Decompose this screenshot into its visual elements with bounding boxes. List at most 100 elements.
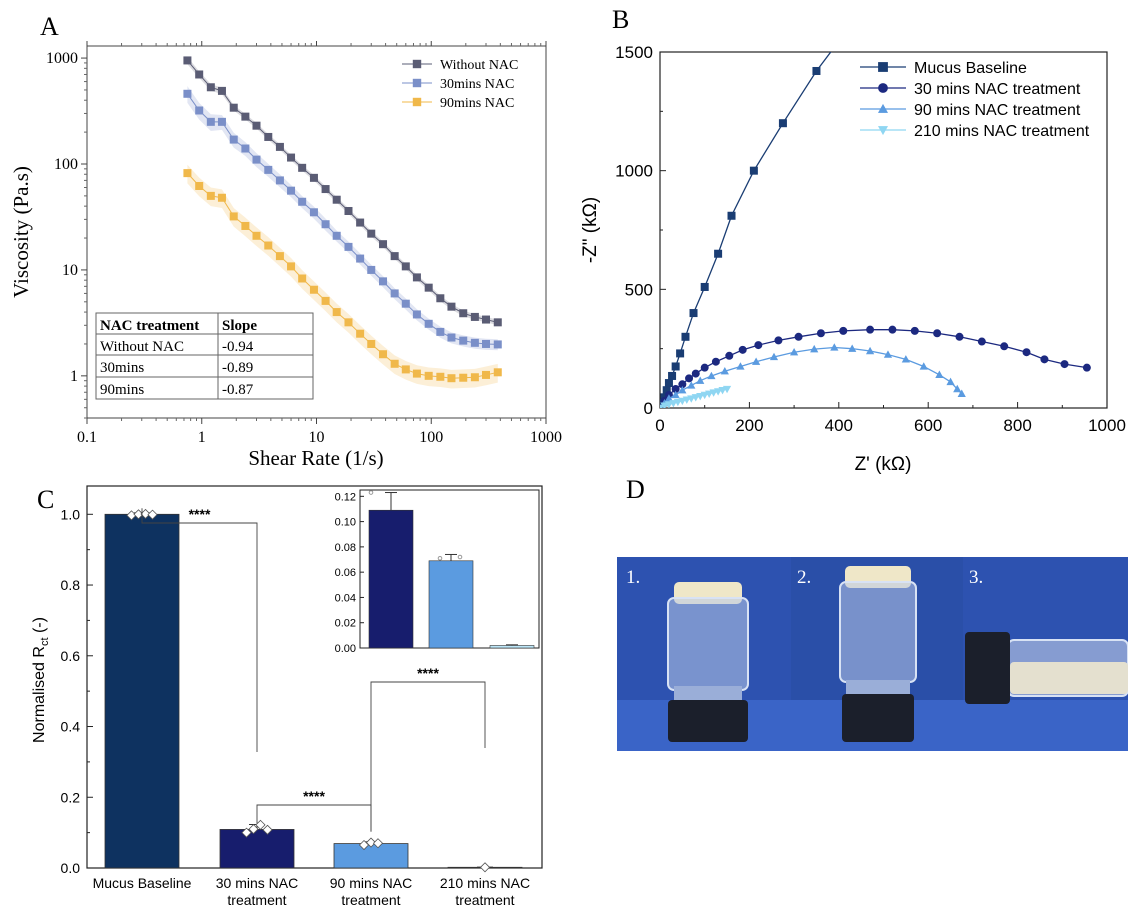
y-tick-label: 0 <box>644 399 653 418</box>
panel-c-significance: **** **** **** <box>141 506 486 832</box>
x-category-label: 210 mins NAC <box>440 875 530 891</box>
data-point <box>390 359 399 368</box>
legend-label: Without NAC <box>440 58 518 73</box>
data-point <box>705 390 714 398</box>
data-point <box>866 325 875 334</box>
data-point <box>321 185 330 194</box>
slope-table-cell: Without NAC <box>100 339 184 355</box>
panel-d-letter: D <box>626 475 645 504</box>
panel-d: D 1. 2. 3. <box>617 475 1128 751</box>
vial-glass <box>839 581 917 683</box>
slope-table-cell: -0.94 <box>222 339 254 355</box>
data-point <box>714 249 723 258</box>
data-point <box>412 273 421 282</box>
data-point <box>229 103 238 112</box>
vial-photo-1: 1. <box>617 557 791 751</box>
x-category-label: treatment <box>455 892 514 908</box>
data-point <box>691 394 700 402</box>
y-tick-label: 500 <box>625 280 653 299</box>
replicate-point <box>262 824 273 835</box>
data-point <box>206 83 215 92</box>
legend-marker <box>877 126 889 136</box>
data-point <box>287 186 296 195</box>
x-category-label: treatment <box>227 892 286 908</box>
data-point <box>379 350 388 359</box>
panel-b-x-label: Z' (kΩ) <box>855 454 912 475</box>
data-point <box>183 89 192 98</box>
data-point <box>1040 355 1049 364</box>
x-tick-label: 800 <box>1003 416 1031 435</box>
data-point <box>321 220 330 229</box>
data-point <box>436 372 445 381</box>
legend-marker <box>877 103 889 113</box>
data-point <box>493 318 502 327</box>
data-point <box>229 135 238 144</box>
data-point <box>769 352 779 361</box>
data-point <box>275 252 284 261</box>
legend-label: 90mins NAC <box>440 96 514 111</box>
panel-b-axes: 0 200 400 600 800 1000 0 500 1000 1500 <box>615 43 1126 435</box>
legend-label: 30 mins NAC treatment <box>914 81 1081 98</box>
data-point <box>919 362 928 370</box>
x-category-label: 30 mins NAC <box>216 875 298 891</box>
data-point <box>412 310 421 319</box>
data-point <box>720 366 729 375</box>
panel-c-y-label: Normalised Rct (-) <box>31 617 51 743</box>
panel-c-y-label-main: Normalised R <box>31 646 48 743</box>
data-point <box>839 326 848 335</box>
data-point <box>664 379 673 388</box>
x-category-label: 90 mins NAC <box>330 875 412 891</box>
vial-glass <box>667 597 749 691</box>
data-point <box>700 363 709 372</box>
data-point <box>673 398 682 407</box>
data-point <box>470 373 479 382</box>
legend-marker <box>412 59 422 69</box>
data-point <box>493 340 502 349</box>
data-point <box>298 163 307 172</box>
data-point <box>195 70 204 79</box>
y-tick-label: 1000 <box>615 162 653 181</box>
data-point <box>883 350 893 358</box>
data-point <box>725 351 734 360</box>
panel-b-legend: Mucus Baseline 30 mins NAC treatment 90 mi… <box>860 60 1090 140</box>
x-tick-label: 1000 <box>1088 416 1126 435</box>
data-point <box>379 277 388 286</box>
data-point <box>206 191 215 200</box>
panel-c-axes: 0.0 0.2 0.4 0.6 0.8 1.0 Mucus Baseline 30 mins … <box>61 506 531 908</box>
data-point <box>298 197 307 206</box>
data-point <box>470 338 479 347</box>
legend-marker <box>412 78 422 88</box>
inset-y-tick-label: 0.06 <box>335 567 356 579</box>
data-point <box>671 362 680 371</box>
data-point <box>689 309 698 318</box>
data-point <box>714 388 723 396</box>
replicate-point <box>140 508 151 520</box>
data-point <box>264 241 273 250</box>
significance-label: **** <box>303 788 325 804</box>
data-point <box>754 341 763 350</box>
data-point <box>195 106 204 115</box>
vial-cap <box>842 694 914 742</box>
data-point <box>727 211 736 220</box>
data-point <box>344 242 353 251</box>
legend-label: Mucus Baseline <box>914 60 1027 77</box>
photo-label: 2. <box>797 567 811 588</box>
inset-y-tick-label: 0.12 <box>335 491 356 503</box>
data-point <box>685 374 694 383</box>
data-point <box>241 112 250 121</box>
replicate-point <box>133 509 144 520</box>
data-point <box>681 332 690 341</box>
data-point <box>344 318 353 327</box>
data-point <box>977 337 986 346</box>
data-point <box>1082 363 1091 372</box>
data-point <box>447 333 456 342</box>
data-point <box>660 402 669 408</box>
photo-label: 3. <box>969 567 983 588</box>
vial-cap <box>965 632 1010 704</box>
panel-a-x-label: Shear Rate (1/s) <box>248 446 383 470</box>
vial-mucus <box>1010 662 1128 694</box>
slope-table-header: Slope <box>222 318 257 334</box>
slope-table-frame <box>95 312 314 400</box>
data-point <box>424 319 433 328</box>
vial-photo-3: 3. <box>963 557 1128 751</box>
